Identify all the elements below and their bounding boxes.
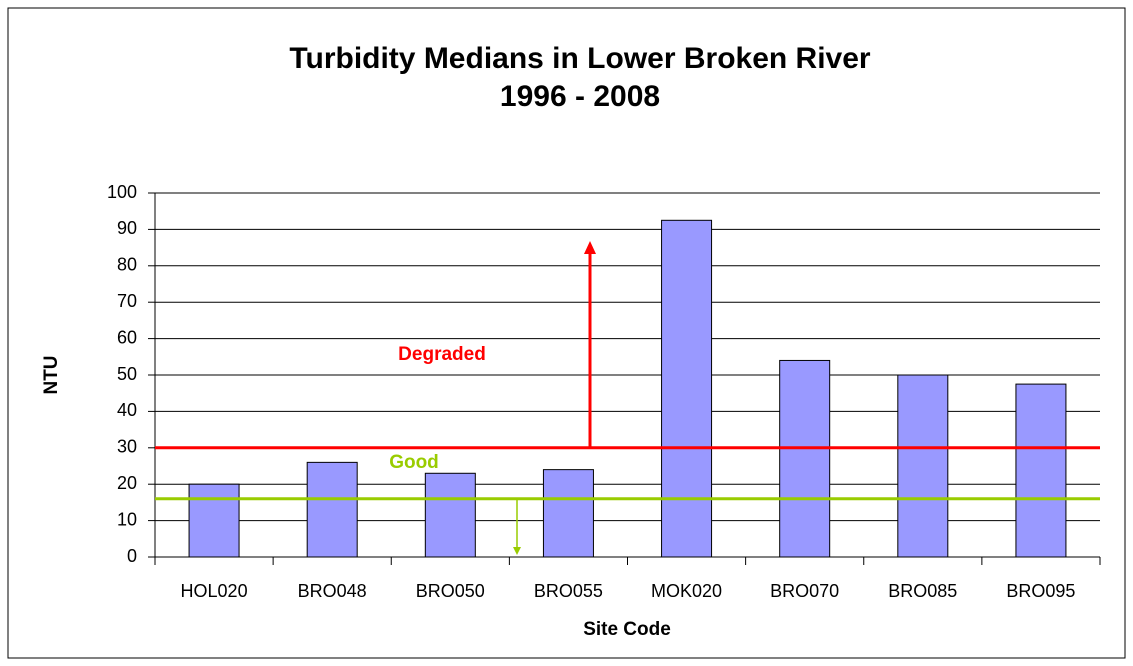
y-tick-label: 80 [117, 255, 137, 275]
bar [661, 219, 713, 558]
x-tick-label: BRO095 [1006, 581, 1075, 601]
bar [897, 374, 949, 558]
bar [779, 359, 831, 558]
y-tick-label: 60 [117, 327, 137, 347]
x-tick-label: BRO048 [298, 581, 367, 601]
x-tick-label: BRO055 [534, 581, 603, 601]
annotation-arrows [513, 241, 596, 555]
y-tick-label: 50 [117, 364, 137, 384]
degraded-arrowhead [584, 241, 596, 254]
y-tick-label: 30 [117, 437, 137, 457]
x-tick-label: MOK020 [651, 581, 722, 601]
bar [306, 461, 358, 558]
y-tick-label: 40 [117, 400, 137, 420]
plot-area: 0 10 20 30 40 50 60 70 80 90 100 HOL020 BRO048 BRO050… [107, 182, 1101, 601]
bar [188, 483, 240, 558]
x-tick-label: BRO050 [416, 581, 485, 601]
chart-subtitle: 1996 - 2008 [500, 80, 660, 113]
bar [542, 469, 594, 558]
y-tick-label: 10 [117, 509, 137, 529]
y-tick-label: 100 [107, 182, 137, 202]
good-arrowhead [513, 547, 521, 555]
chart-title: Turbidity Medians in Lower Broken River [289, 42, 871, 75]
y-tick-label: 70 [117, 291, 137, 311]
x-tick-label: BRO070 [770, 581, 839, 601]
x-tick-label: BRO085 [888, 581, 957, 601]
y-tick-label: 0 [127, 546, 137, 566]
y-axis-label: NTU [41, 355, 62, 394]
x-axis-label: Site Code [583, 619, 671, 640]
y-tick-label: 20 [117, 473, 137, 493]
y-tick-label: 90 [117, 218, 137, 238]
threshold-label: Degraded [398, 344, 486, 365]
x-tick-label: HOL020 [181, 581, 248, 601]
bar [424, 472, 476, 558]
bar [1015, 383, 1067, 558]
threshold-label: Good [389, 452, 439, 473]
